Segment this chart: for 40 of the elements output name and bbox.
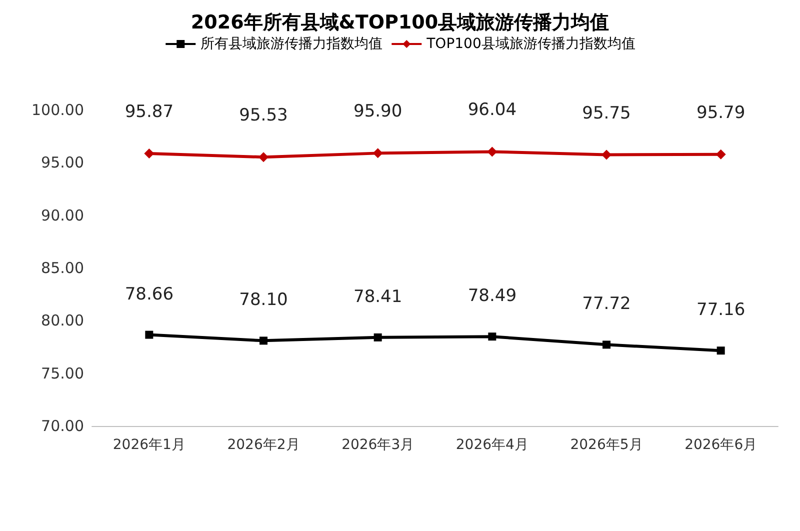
data-label: 78.10 — [239, 290, 288, 310]
point — [488, 332, 496, 341]
point — [602, 340, 610, 349]
y-tick-label: 80.00 — [41, 312, 84, 330]
x-tick-label: 2026年3月 — [342, 437, 414, 453]
point — [144, 148, 154, 159]
point — [145, 330, 154, 339]
x-tick-label: 2026年5月 — [570, 437, 643, 453]
chart-title: 2026年所有县域&TOP100县域旅游传播力均值 — [190, 12, 610, 34]
data-label: 78.49 — [468, 286, 517, 306]
data-label: 95.90 — [353, 102, 402, 122]
legend-label: 所有县域旅游传播力指数均值 — [200, 36, 383, 52]
y-tick-label: 95.00 — [41, 154, 84, 172]
point — [602, 150, 612, 160]
point — [374, 333, 382, 342]
y-tick-label: 100.00 — [32, 101, 84, 119]
data-label: 95.53 — [239, 106, 288, 126]
y-tick-label: 90.00 — [41, 206, 84, 224]
x-tick-label: 2026年2月 — [227, 437, 300, 453]
x-tick-label: 2026年6月 — [684, 437, 758, 453]
x-tick-label: 2026年4月 — [456, 437, 528, 453]
y-tick-label: 70.00 — [41, 417, 84, 435]
point — [372, 148, 383, 158]
data-label: 78.41 — [353, 286, 402, 307]
data-label: 96.04 — [468, 100, 517, 120]
legend-label: TOP100县域旅游传播力指数均值 — [426, 36, 636, 52]
point — [716, 149, 726, 160]
data-label: 77.16 — [696, 300, 746, 320]
y-tick-label: 75.00 — [41, 364, 84, 382]
data-label: 78.66 — [124, 284, 174, 304]
data-label: 77.72 — [582, 294, 631, 314]
point — [258, 152, 268, 162]
point — [716, 346, 725, 355]
y-tick-label: 85.00 — [41, 259, 84, 277]
data-label: 95.87 — [124, 102, 174, 122]
x-tick-label: 2026年1月 — [112, 437, 186, 453]
data-label: 95.79 — [696, 102, 746, 123]
point — [260, 336, 268, 345]
point — [487, 146, 498, 157]
data-label: 95.75 — [582, 103, 631, 124]
